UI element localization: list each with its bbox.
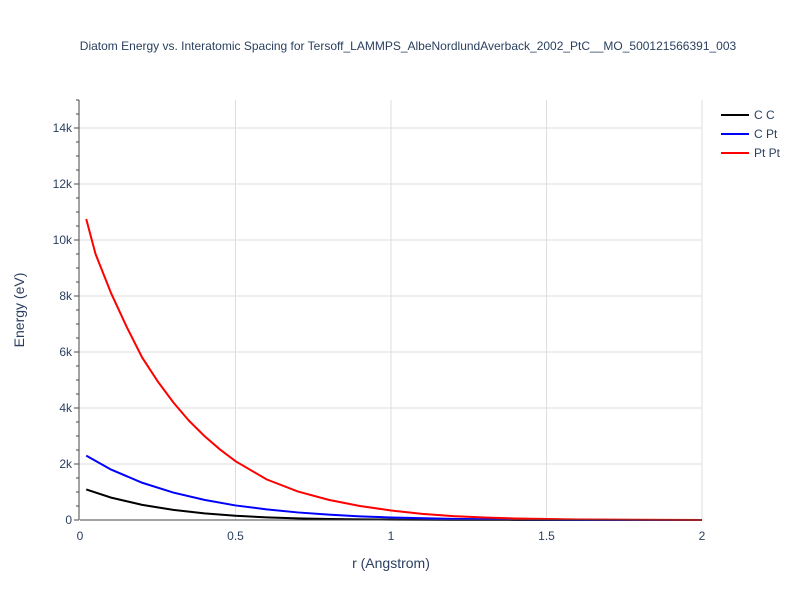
y-tick-label: 2k <box>59 457 73 471</box>
x-axis-ticks: 0 0.5 1 1.5 2 <box>77 529 706 543</box>
grid <box>80 100 703 520</box>
y-axis-title: Energy (eV) <box>11 273 27 348</box>
y-tick-label: 14k <box>53 121 73 135</box>
series-layer <box>85 218 703 521</box>
x-tick-label: 0.5 <box>227 529 244 543</box>
x-tick-label: 0 <box>77 529 84 543</box>
y-tick-label: 4k <box>59 401 73 415</box>
x-tick-label: 1 <box>388 529 395 543</box>
legend-label: Pt Pt <box>754 146 781 160</box>
legend-label: C Pt <box>754 127 778 141</box>
y-axis-ticks: 0 2k 4k 6k 8k 10k 12k 14k <box>53 99 79 527</box>
chart-title: Diatom Energy vs. Interatomic Spacing fo… <box>80 39 737 53</box>
series-line-pt-pt <box>85 218 703 521</box>
y-tick-label: 10k <box>53 233 73 247</box>
y-tick-label: 0 <box>65 513 72 527</box>
y-tick-label: 8k <box>59 289 73 303</box>
y-tick-label: 6k <box>59 345 73 359</box>
x-axis-title: r (Angstrom) <box>352 555 430 571</box>
x-tick-label: 2 <box>699 529 706 543</box>
y-tick-label: 12k <box>53 177 73 191</box>
x-tick-label: 1.5 <box>538 529 555 543</box>
legend: C C C Pt Pt Pt <box>721 108 781 160</box>
legend-label: C C <box>754 108 775 122</box>
